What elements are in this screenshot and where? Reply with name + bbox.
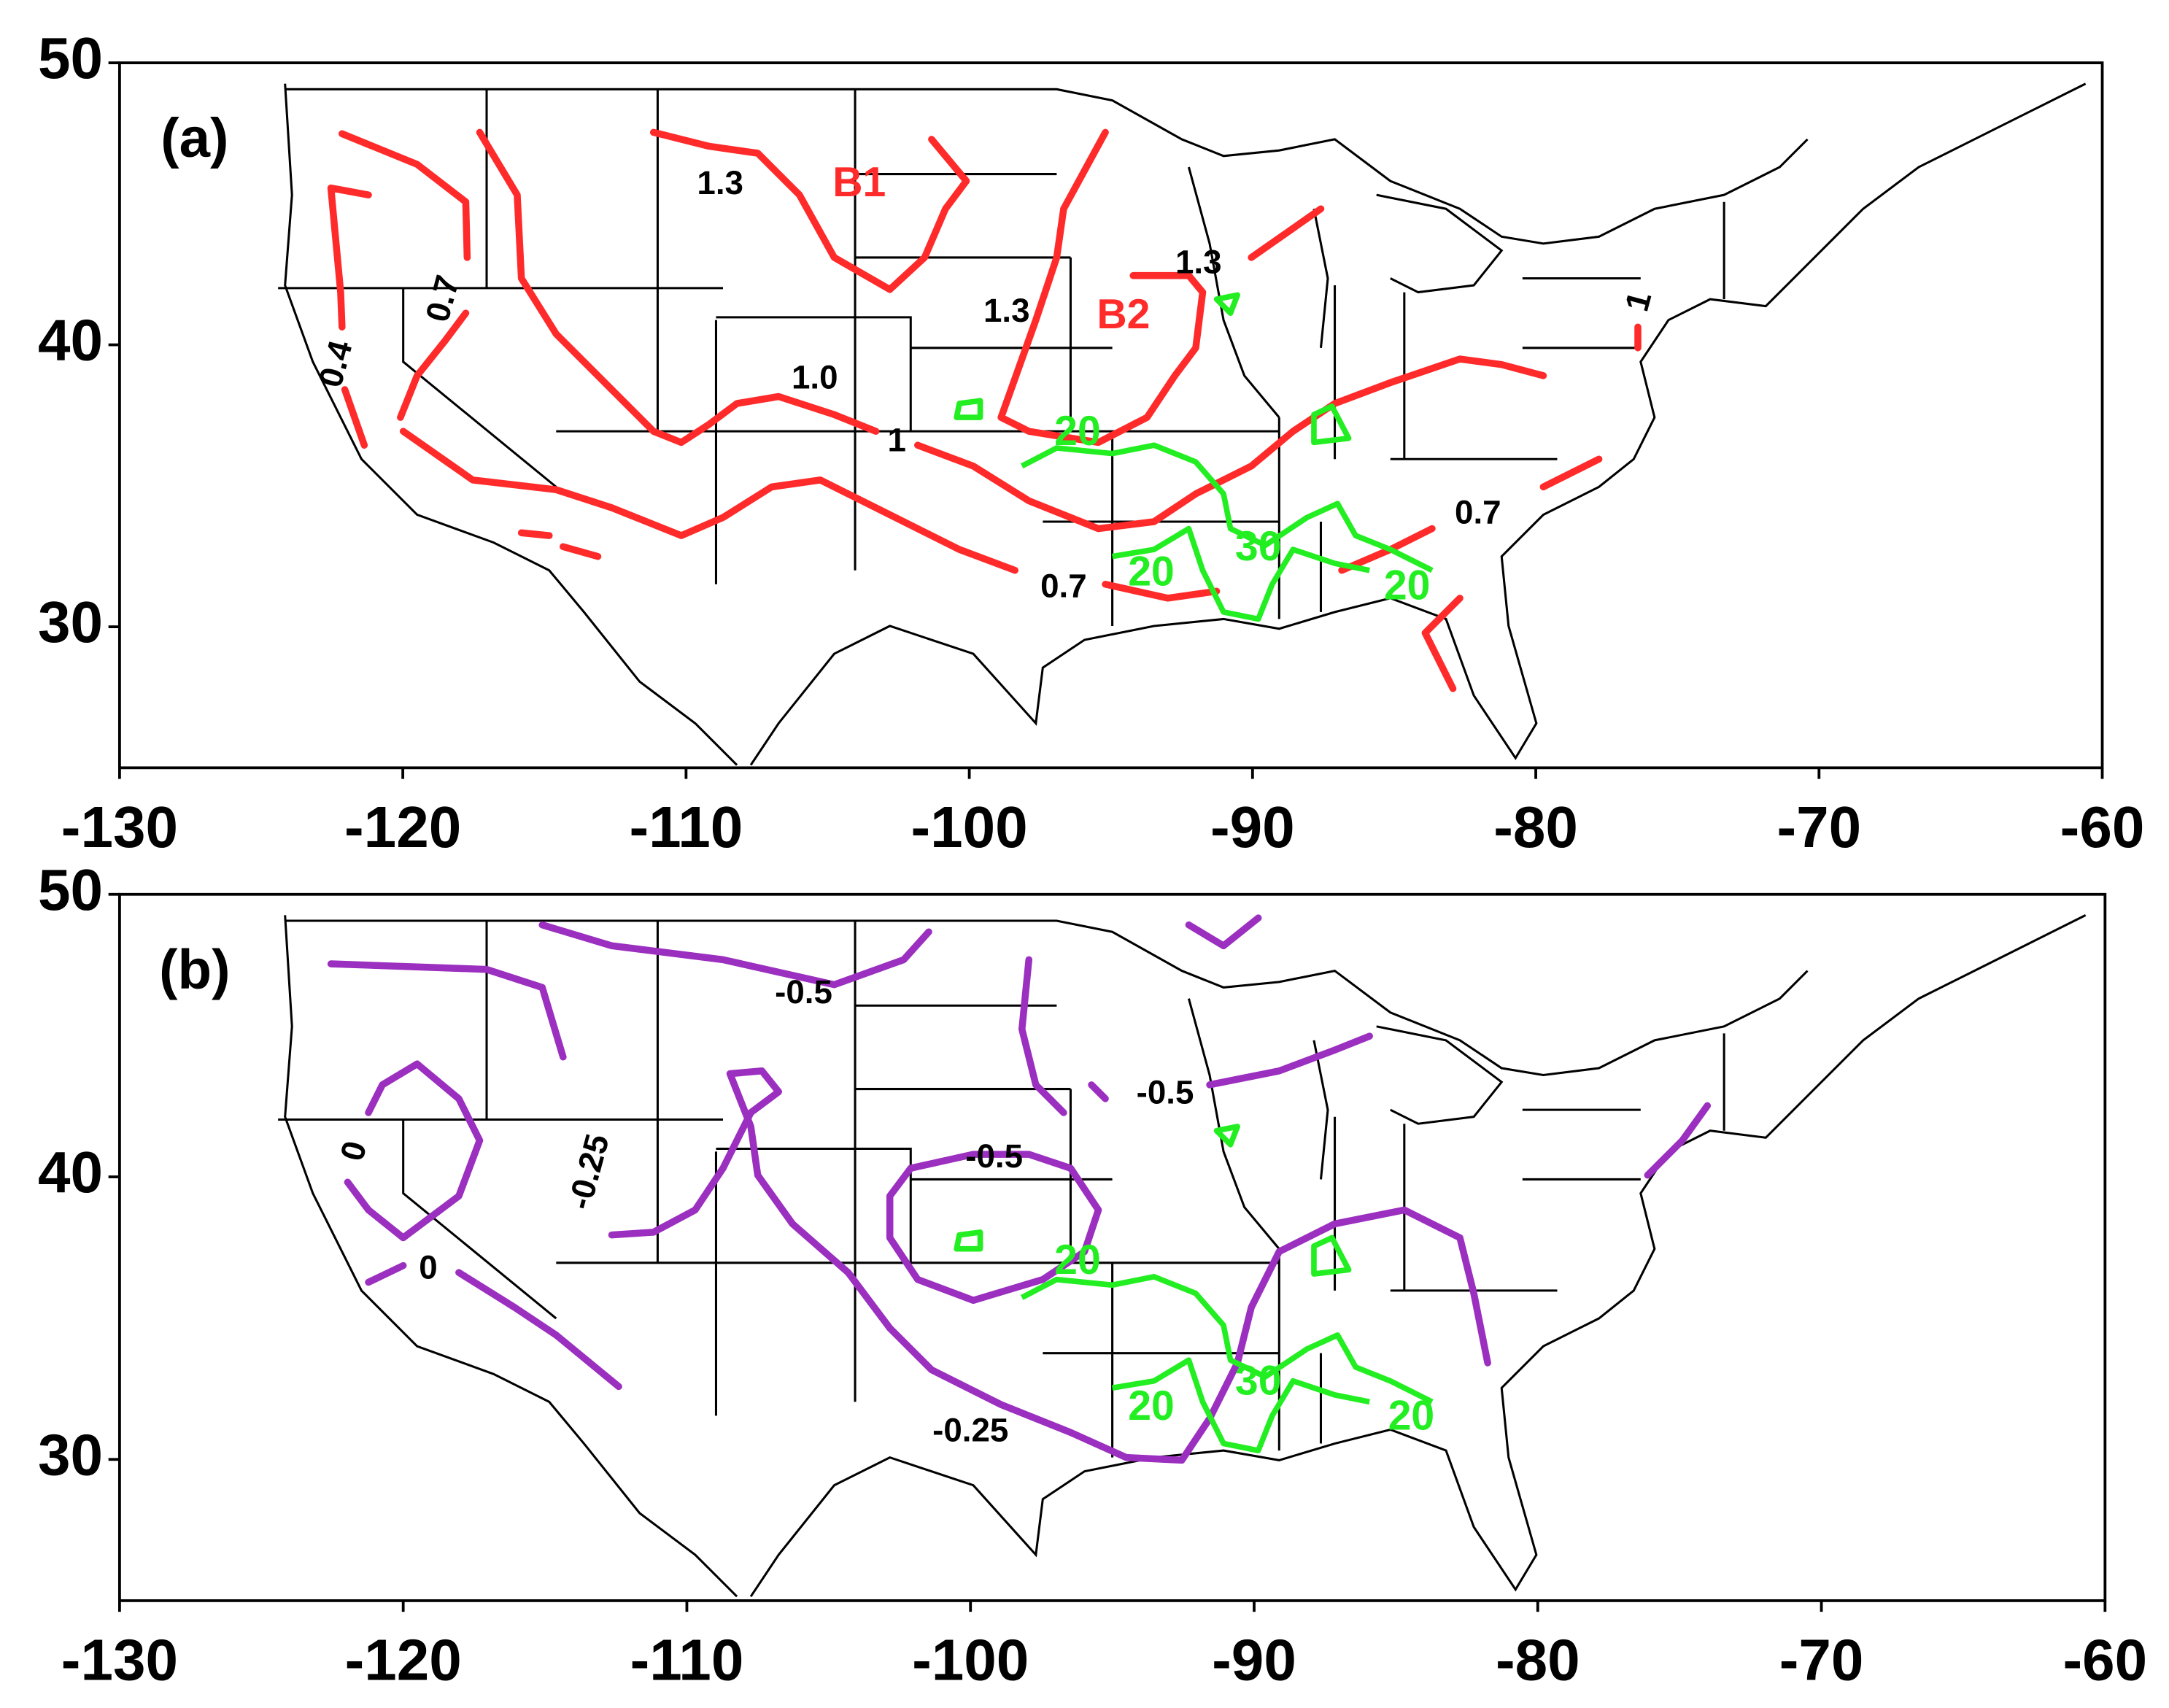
contour-label: -0.5 — [775, 973, 832, 1010]
x-tick-label: -60 — [2062, 1628, 2147, 1693]
x-tick-label: -130 — [61, 795, 178, 859]
contour-label: -0.25 — [561, 1130, 616, 1213]
contour-label: 20 — [1388, 1392, 1435, 1439]
contour-label: 0 — [419, 1248, 437, 1286]
contour-label: 1 — [1618, 287, 1659, 315]
x-tick-label: -100 — [910, 795, 1027, 859]
contour-label: 20 — [1054, 1237, 1101, 1283]
x-tick-label: -120 — [345, 1628, 462, 1693]
contour-label: B2 — [1097, 291, 1150, 338]
y-tick-label: 50 — [38, 857, 103, 922]
contour-label: 0.4 — [312, 336, 360, 391]
panel-label: (b) — [159, 939, 230, 1001]
x-tick-label: -120 — [344, 795, 461, 859]
contour-label: -0.25 — [932, 1411, 1008, 1448]
x-tick-label: -110 — [630, 1628, 744, 1693]
contour-label: 0.7 — [1040, 568, 1087, 605]
x-tick-label: -80 — [1496, 1628, 1580, 1693]
x-tick-label: -110 — [629, 795, 743, 859]
contour-label: 20 — [1128, 1383, 1175, 1429]
x-tick-label: -60 — [2060, 795, 2145, 859]
contour — [327, 128, 1642, 692]
x-tick-label: -80 — [1493, 795, 1578, 859]
y-tick-label: 40 — [38, 1140, 103, 1205]
x-tick-label: -70 — [1776, 795, 1861, 859]
contour-label: 0 — [333, 1137, 374, 1165]
contour-label: 30 — [1235, 1358, 1282, 1404]
contour-label: 20 — [1384, 563, 1431, 609]
basemap — [277, 82, 2087, 767]
contour-label: 20 — [1128, 549, 1175, 595]
contour-label: 0.7 — [1455, 494, 1501, 531]
contour-label: 1.3 — [983, 292, 1030, 329]
contour-label: 1.3 — [697, 164, 743, 201]
contour-label: B1 — [832, 159, 886, 206]
x-tick-label: -90 — [1212, 1628, 1296, 1693]
y-tick-label: 40 — [38, 308, 103, 373]
precip-contours — [956, 1127, 1432, 1450]
contour-label: 20 — [1054, 408, 1101, 455]
contour-label: 30 — [1235, 523, 1282, 570]
panel-b: -0.5 -0.5 -0.5 -0.25 0 -0.25 0 20 30 20 20 (b) -130 -… — [38, 857, 2147, 1693]
contour-label: 1.0 — [792, 359, 838, 396]
x-tick-label: -100 — [912, 1628, 1029, 1693]
contour-label: -0.5 — [965, 1137, 1023, 1175]
plot-frame — [117, 892, 2107, 1602]
y-tick-label: 30 — [38, 1422, 103, 1487]
contour-label: 1 — [888, 421, 906, 458]
plot-frame — [117, 61, 2104, 770]
y-tick-label: 30 — [38, 590, 103, 654]
y-tick-label: 50 — [38, 26, 103, 90]
panel-label: (a) — [161, 107, 228, 169]
contour-label: -0.5 — [1137, 1073, 1194, 1110]
x-tick-label: -130 — [61, 1628, 178, 1693]
contour-label: 1.3 — [1175, 244, 1222, 281]
x-tick-label: -90 — [1210, 795, 1295, 859]
x-tick-label: -70 — [1779, 1628, 1864, 1693]
contour — [327, 914, 1712, 1464]
